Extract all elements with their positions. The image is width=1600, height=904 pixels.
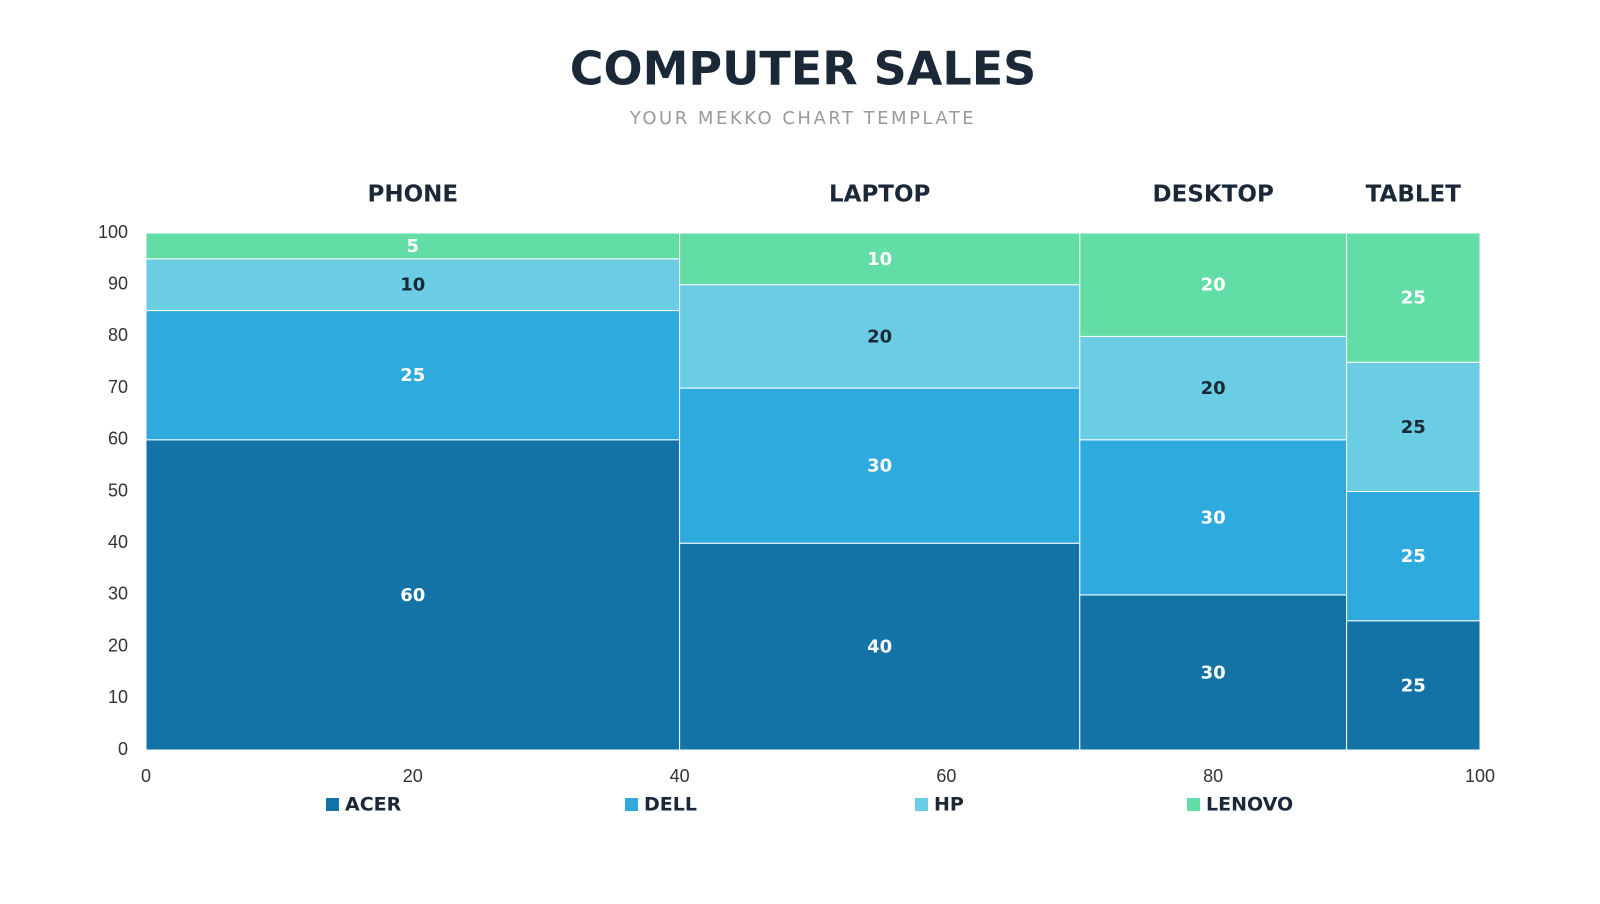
segment: [1346, 620, 1481, 751]
value-label: 5: [407, 236, 420, 257]
value-label: 25: [1401, 546, 1426, 567]
y-tick-label: 40: [108, 532, 128, 552]
category-label: LAPTOP: [829, 182, 930, 208]
value-label: 20: [1201, 275, 1226, 296]
legend-label: DELL: [644, 794, 697, 816]
x-tick-label: 60: [936, 766, 956, 786]
category-label: PHONE: [367, 182, 458, 208]
value-label: 25: [1401, 675, 1426, 696]
segment: [1079, 232, 1348, 337]
x-tick-label: 20: [403, 766, 423, 786]
value-label: 40: [867, 637, 892, 658]
y-tick-label: 100: [98, 222, 128, 242]
segment: [1346, 361, 1481, 492]
y-tick-label: 30: [108, 584, 128, 604]
legend-swatch: [625, 798, 638, 811]
x-tick-label: 40: [670, 766, 690, 786]
value-label: 30: [1201, 662, 1226, 683]
segment: [145, 310, 681, 441]
segment: [679, 387, 1081, 544]
y-tick-label: 20: [108, 635, 128, 655]
y-tick-label: 90: [108, 273, 128, 293]
value-label: 25: [1401, 417, 1426, 438]
legend-label: HP: [934, 794, 964, 816]
segment: [1346, 232, 1481, 363]
category-label: DESKTOP: [1153, 182, 1274, 208]
y-tick-label: 0: [118, 739, 128, 759]
chart-subtitle: YOUR MEKKO CHART TEMPLATE: [629, 108, 976, 129]
y-tick-label: 60: [108, 429, 128, 449]
value-label: 20: [867, 326, 892, 347]
value-label: 25: [400, 365, 425, 386]
legend-swatch: [915, 798, 928, 811]
legend-label: LENOVO: [1206, 794, 1293, 816]
legend-swatch: [326, 798, 339, 811]
segment: [679, 542, 1081, 751]
value-label: 25: [1401, 288, 1426, 309]
value-label: 20: [1201, 378, 1226, 399]
segment: [145, 439, 681, 751]
legend-label: ACER: [345, 794, 402, 816]
legend-swatch: [1187, 798, 1200, 811]
x-tick-label: 80: [1203, 766, 1223, 786]
y-tick-label: 80: [108, 325, 128, 345]
value-label: 10: [400, 275, 425, 296]
category-label: TABLET: [1366, 182, 1462, 208]
segment: [1079, 594, 1348, 751]
segment: [679, 232, 1081, 286]
segment: [679, 284, 1081, 389]
x-tick-label: 0: [141, 766, 151, 786]
value-label: 60: [400, 585, 425, 606]
value-label: 30: [1201, 507, 1226, 528]
x-tick-label: 100: [1465, 766, 1495, 786]
y-tick-label: 10: [108, 687, 128, 707]
chart-title: COMPUTER SALES: [570, 42, 1037, 96]
y-tick-label: 70: [108, 377, 128, 397]
value-label: 10: [867, 249, 892, 270]
segment: [1079, 439, 1348, 596]
value-label: 30: [867, 456, 892, 477]
y-tick-label: 50: [108, 480, 128, 500]
